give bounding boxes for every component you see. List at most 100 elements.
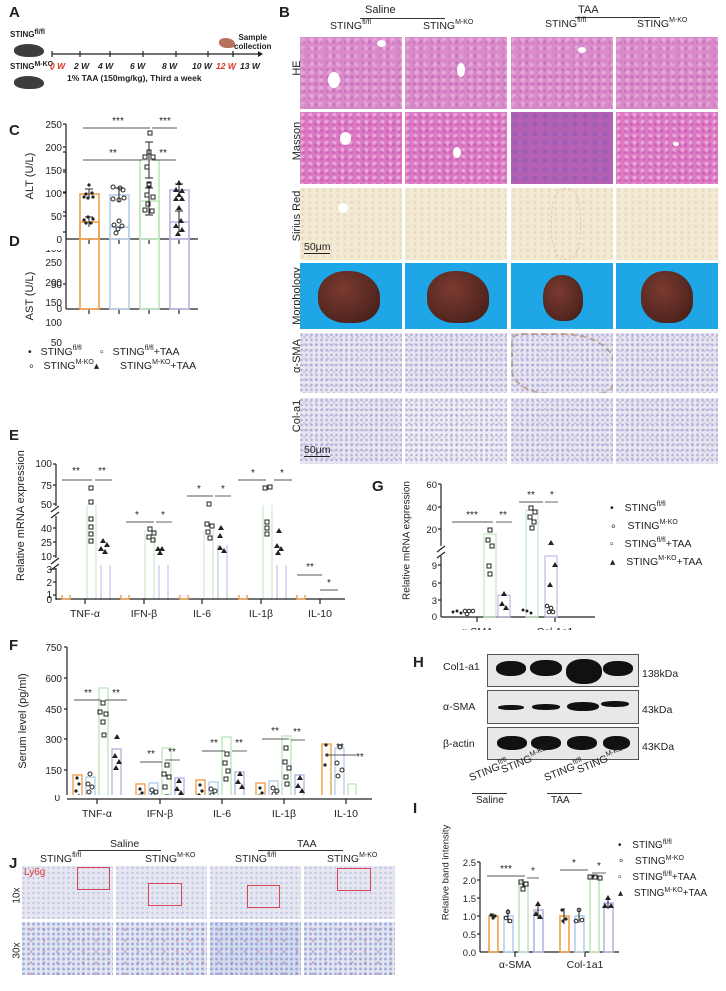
ihc-asma-image — [616, 333, 718, 393]
svg-text:150: 150 — [45, 166, 62, 177]
kda-label: 138kDa — [642, 668, 679, 680]
svg-text:*: * — [280, 468, 284, 479]
treatment-label: 1% TAA (150mg/kg), Third a week — [67, 73, 202, 83]
histology-he-image — [405, 37, 507, 109]
chart-e-axis: 0 TNF-α IFN-β IL-6 IL-1β IL-10 — [46, 595, 345, 620]
liver-photo — [511, 263, 613, 329]
mouse-icon — [14, 76, 44, 89]
svg-text:600: 600 — [45, 674, 62, 685]
svg-text:*: * — [327, 578, 331, 589]
legend-item: ▴ STINGM-KO+TAA — [618, 887, 708, 899]
ly6g-10x-image — [304, 866, 395, 919]
group-label-saline: Saline — [476, 795, 504, 806]
ly6g-30x-image — [210, 922, 301, 975]
svg-text:***: *** — [159, 116, 171, 127]
svg-text:IFN-β: IFN-β — [131, 608, 157, 620]
svg-text:1.0: 1.0 — [463, 912, 476, 923]
svg-text:100: 100 — [45, 250, 62, 255]
svg-text:IL-10: IL-10 — [334, 808, 358, 820]
col-label: STINGM-KO — [145, 852, 196, 865]
group-label-saline: Saline — [110, 838, 140, 850]
ihc-asma-image — [511, 333, 613, 393]
chart-i: 2.52.01.5 1.00.50.0 *** * * * α-SMA Col-1a1 — [463, 858, 619, 970]
svg-text:250: 250 — [45, 258, 62, 269]
group-label-taa: TAA — [578, 4, 599, 16]
svg-text:**: ** — [306, 562, 314, 573]
legend-item: ∘ STINGM-KO▴ — [28, 359, 100, 372]
histology-he-image — [511, 37, 613, 109]
kda-label: 43kDa — [642, 704, 673, 716]
western-blot-bactin — [487, 727, 639, 760]
col-label: STINGfl/fl — [545, 17, 587, 30]
zoom-region-box — [247, 885, 280, 908]
ihc-asma-image — [405, 333, 507, 393]
svg-text:IFN-β: IFN-β — [147, 808, 173, 820]
svg-text:**: ** — [271, 726, 279, 737]
legend-item: • STINGfl/fl — [610, 501, 666, 514]
svg-text:*: * — [135, 510, 139, 521]
panel-label-e: E — [9, 427, 20, 444]
svg-text:**: ** — [293, 727, 301, 738]
panel-label-j: J — [9, 855, 18, 872]
panel-label-d: D — [9, 233, 20, 250]
scale-bar: 50μm — [304, 444, 331, 457]
histology-sirius-red-image — [405, 188, 507, 260]
group-line — [258, 850, 343, 851]
western-blot-asma — [487, 690, 639, 724]
western-blot-col1a1 — [487, 654, 639, 687]
histology-sirius-red-image — [616, 188, 718, 260]
svg-text:**: ** — [98, 466, 106, 477]
zoom-region-box — [148, 883, 182, 906]
ihc-col-a1-image — [511, 398, 613, 464]
svg-text:α-SMA: α-SMA — [461, 626, 493, 630]
svg-text:*: * — [550, 490, 554, 501]
group-line — [472, 793, 507, 794]
timeline-axis — [51, 51, 263, 72]
svg-text:2: 2 — [46, 578, 52, 589]
svg-text:6: 6 — [432, 579, 437, 590]
svg-text:50: 50 — [51, 212, 63, 223]
histology-he-image — [616, 37, 718, 109]
liver-photo — [405, 263, 507, 329]
legend-item: • STINGfl/fl — [28, 345, 82, 358]
svg-text:1: 1 — [46, 590, 52, 600]
svg-text:*: * — [572, 858, 576, 869]
svg-text:**: ** — [499, 510, 507, 521]
panel-label-f: F — [9, 637, 19, 654]
svg-text:300: 300 — [45, 735, 62, 746]
svg-text:**: ** — [235, 738, 243, 749]
ly6g-10x-image: Ly6g — [22, 866, 113, 919]
histology-masson-image — [511, 112, 613, 184]
svg-text:IL-1β: IL-1β — [272, 808, 296, 820]
col-label: STINGfl/fl — [330, 19, 372, 32]
svg-text:*: * — [221, 484, 225, 495]
svg-text:*: * — [531, 866, 535, 877]
svg-text:***: *** — [466, 510, 478, 521]
svg-text:***: *** — [500, 864, 512, 875]
ly6g-10x-image — [116, 866, 207, 919]
svg-text:0: 0 — [56, 235, 62, 246]
panel-label-g: G — [372, 478, 384, 495]
ihc-col-a1-image: 50μm — [300, 398, 402, 464]
svg-text:α-SMA: α-SMA — [499, 959, 531, 970]
panel-label-a: A — [9, 4, 20, 21]
legend-item: ∘ STINGM-KO — [610, 519, 678, 532]
svg-text:**: ** — [527, 490, 535, 501]
legend-item: STINGM-KO+TAA — [120, 359, 197, 372]
chart-f-axis: 0 TNF-α IFN-β IL-6 IL-1β IL-10 — [54, 795, 372, 820]
svg-text:**: ** — [159, 148, 167, 159]
col-label: STINGfl/fl — [40, 852, 82, 865]
svg-text:25: 25 — [41, 538, 53, 549]
panel-label-h: H — [413, 654, 424, 671]
svg-text:750: 750 — [45, 643, 62, 654]
svg-text:60: 60 — [426, 480, 437, 491]
legend-item: ▫ STINGfl/fl+TAA — [610, 537, 692, 550]
svg-text:*: * — [251, 468, 255, 479]
svg-text:9: 9 — [432, 561, 437, 572]
liver-photo — [300, 263, 402, 329]
svg-text:*: * — [197, 484, 201, 495]
svg-text:40: 40 — [426, 503, 437, 514]
svg-text:40: 40 — [41, 524, 53, 535]
ihc-asma-image — [300, 333, 402, 393]
